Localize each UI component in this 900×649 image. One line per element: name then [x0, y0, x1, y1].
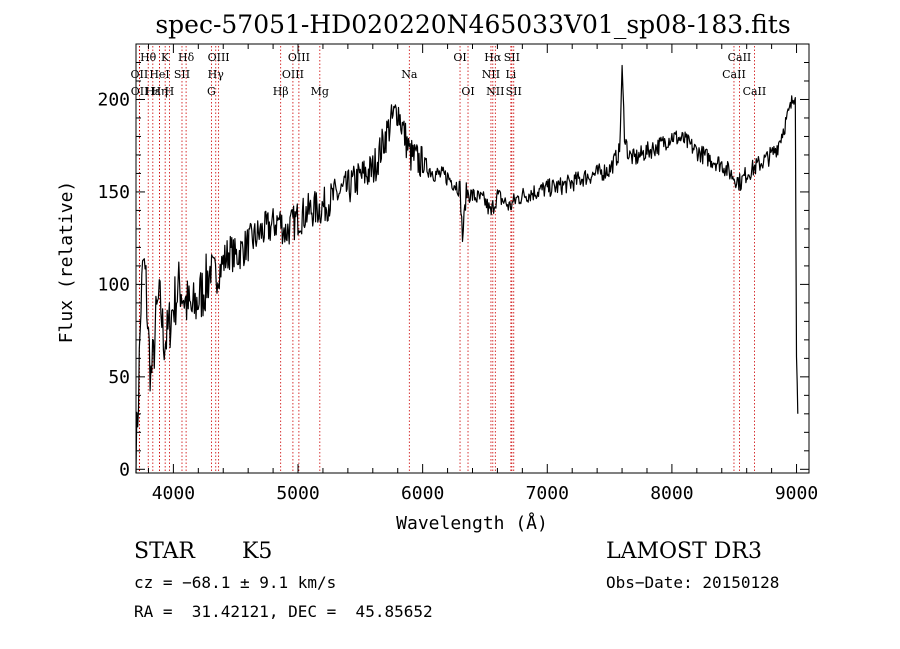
line-label: SII: [506, 85, 522, 98]
line-label: OIII: [282, 68, 304, 81]
line-label: SII: [174, 68, 190, 81]
y-tick-label: 100: [97, 274, 130, 295]
line-label: NII: [482, 68, 500, 81]
x-tick-label: 5000: [276, 483, 319, 504]
y-axis-label: Flux (relative): [56, 181, 77, 344]
line-label: G: [207, 85, 216, 98]
line-label: Hβ: [273, 85, 289, 98]
line-label: Hα: [484, 51, 502, 64]
x-axis-label: Wavelength (Å): [396, 512, 548, 534]
line-label: HeI: [149, 68, 169, 81]
observation-date: Obs−Date: 20150128: [606, 573, 780, 592]
y-tick-label: 150: [97, 182, 130, 203]
line-label: Na: [401, 68, 418, 81]
x-tick-label: 4000: [152, 483, 195, 504]
chart-title: spec-57051-HD020220N465033V01_sp08-183.f…: [155, 10, 790, 39]
line-label: Hε: [145, 85, 161, 98]
x-tick-label: 9000: [775, 483, 818, 504]
x-tick-label: 8000: [650, 483, 693, 504]
y-axis-ticks: 0 50 100 150 200: [97, 61, 809, 480]
line-label: CaII: [728, 51, 752, 64]
object-subclass: K5: [242, 539, 273, 564]
line-label: OIII: [288, 51, 310, 64]
survey-name: LAMOST DR3: [606, 539, 762, 564]
line-label: H: [165, 85, 175, 98]
y-tick-label: 50: [108, 367, 130, 388]
y-tick-label: 0: [119, 459, 130, 480]
y-tick-label: 200: [97, 89, 130, 110]
line-label: Hη: [151, 85, 167, 98]
emission-line-markers: [138, 46, 755, 473]
line-label: NII: [486, 85, 504, 98]
line-label: Li: [505, 68, 516, 81]
line-label: Hθ: [140, 51, 157, 64]
x-tick-label: 7000: [526, 483, 569, 504]
object-class: STAR: [134, 539, 195, 564]
line-label: Hδ: [178, 51, 195, 64]
line-label: Mg: [311, 85, 329, 98]
x-tick-label: 6000: [401, 483, 444, 504]
line-label: CaII: [722, 68, 746, 81]
line-label: OI: [453, 51, 466, 64]
line-label: SII: [504, 51, 520, 64]
line-label: Hγ: [208, 68, 225, 81]
line-label: OIII: [208, 51, 230, 64]
line-label: OII: [131, 68, 149, 81]
x-axis-ticks: 4000 5000 6000 7000 8000 9000: [147, 44, 818, 504]
line-label: CaII: [743, 85, 767, 98]
line-label: K: [161, 51, 170, 64]
coordinates: RA = 31.42121, DEC = 45.85652: [134, 602, 433, 621]
line-label: OII: [131, 85, 149, 98]
spectrum-line: [135, 64, 799, 474]
line-label: OI: [461, 85, 474, 98]
redshift-velocity: cz = −68.1 ± 9.1 km/s: [134, 573, 337, 592]
